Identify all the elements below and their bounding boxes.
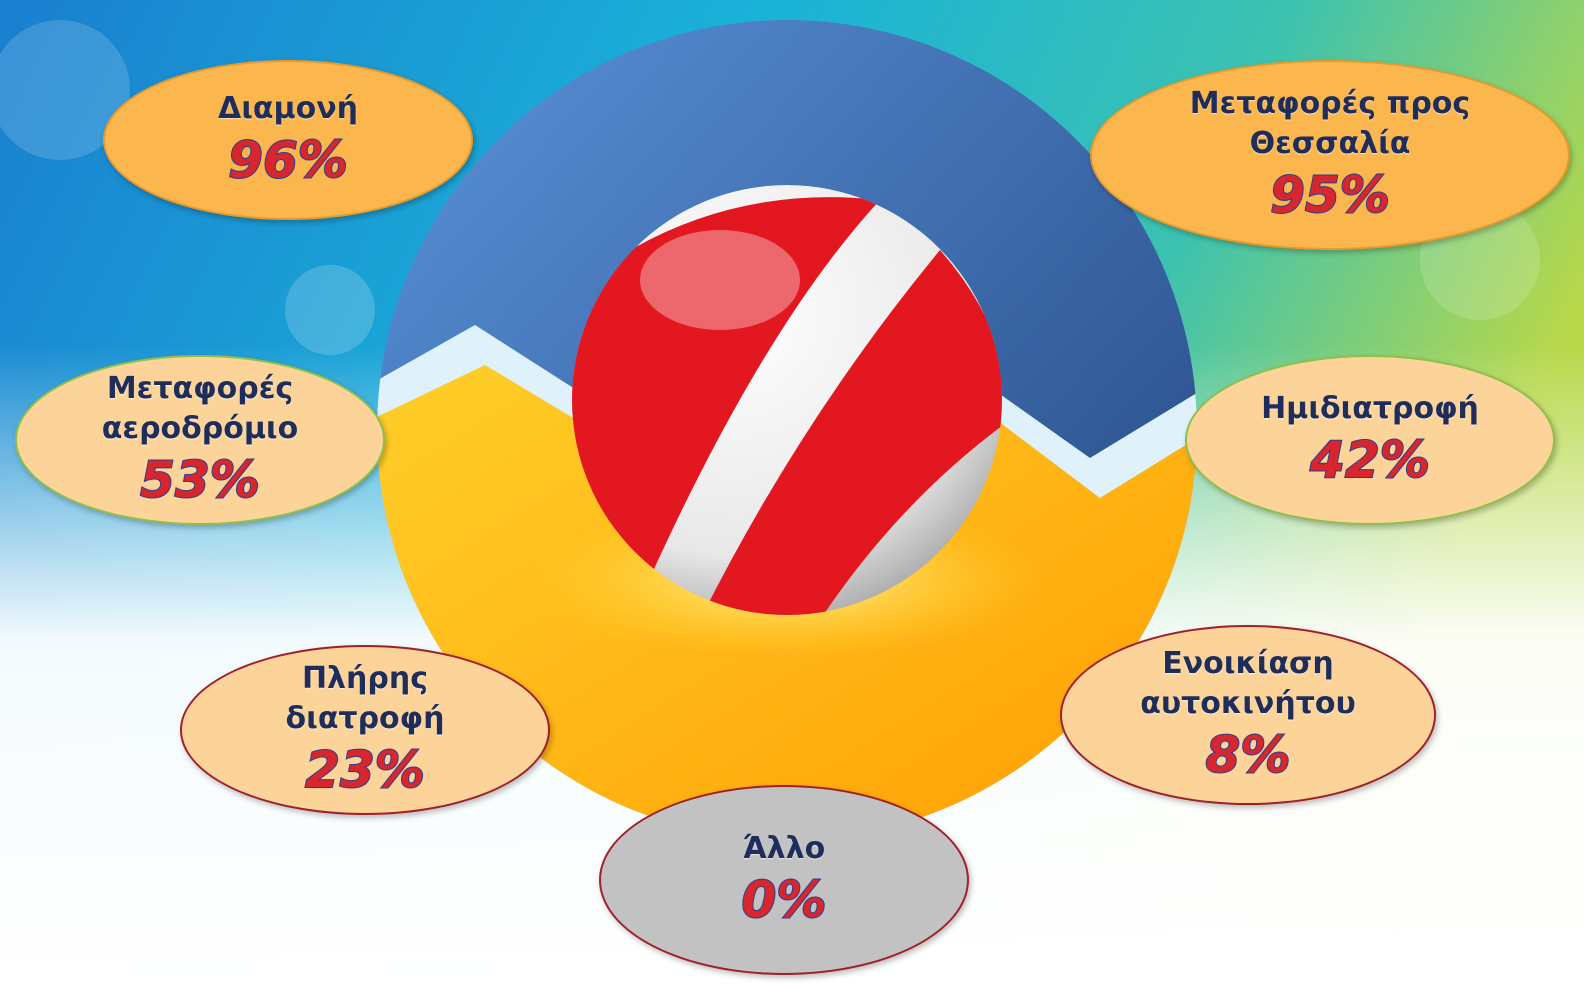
item-value: 96% [227,130,349,190]
bubble: Ημιδιατροφή 42% [1185,355,1555,525]
item-value: 95% [1269,165,1391,225]
item-label: Διαμονή [218,91,358,126]
bubble: Ενοικίαση αυτοκινήτου 8% [1060,625,1436,805]
item-value: 42% [1309,430,1431,490]
bubble: Άλλο 0% [599,785,969,975]
item-label: αεροδρόμιο [101,411,299,446]
item-label: αυτοκινήτου [1140,686,1356,721]
item-label: Ημιδιατροφή [1261,391,1479,426]
item-label: Μεταφορές [106,371,294,406]
item-value: 0% [741,870,828,930]
item-value: 23% [304,740,426,800]
item-label: Θεσσαλία [1249,126,1411,161]
bubble: Πλήρης διατροφή 23% [180,645,550,815]
item-value: 53% [139,450,261,510]
item-label: Πλήρης [301,661,429,696]
bubble: Διαμονή 96% [103,60,473,220]
item-label: Ενοικίαση [1162,646,1334,681]
item-label: Άλλο [742,831,826,866]
bubble: Μεταφορές προς Θεσσαλία 95% [1090,60,1570,250]
bubble: Μεταφορές αεροδρόμιο 53% [15,355,385,525]
item-label: Μεταφορές προς [1189,86,1471,121]
item-label: διατροφή [285,701,445,736]
item-value: 8% [1205,725,1292,785]
